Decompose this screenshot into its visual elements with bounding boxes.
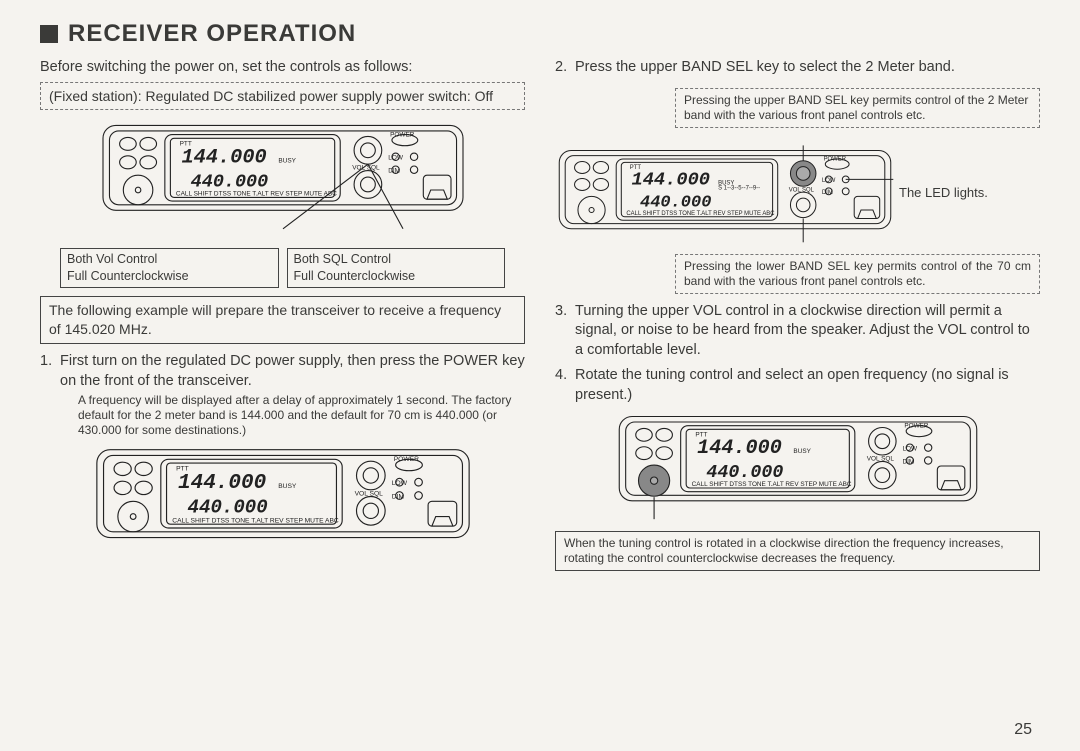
step4-text: Rotate the tuning control and select an … bbox=[575, 367, 1009, 403]
step2-text: Press the upper BAND SEL key to select t… bbox=[575, 59, 955, 75]
svg-text:144.000: 144.000 bbox=[178, 472, 266, 495]
vol-callout: Both Vol Control Full Counterclockwise bbox=[60, 248, 279, 288]
upper-band-annotation: Pressing the upper BAND SEL key permits … bbox=[675, 84, 1040, 136]
svg-text:CALL SHIFT DTSS TONE T: CALL SHIFT DTSS TONE T.ALT REV STEP MUTE… bbox=[691, 482, 851, 489]
svg-text:VOL SQL: VOL SQL bbox=[789, 187, 815, 193]
svg-text:LOW: LOW bbox=[388, 155, 404, 162]
svg-text:CALL SHIFT DTSS TONE T: CALL SHIFT DTSS TONE T.ALT REV STEP MUTE… bbox=[175, 191, 336, 198]
device-illustration-1: 144.000 440.000 PTT BUSY CALL SHIFT DTSS… bbox=[83, 118, 483, 238]
svg-text:VOL SQL: VOL SQL bbox=[352, 165, 380, 172]
step3-number: 3. bbox=[555, 302, 567, 322]
device-illustration-2: 144.000 440.000 PTT BUSY CALL SHIFT DTSS… bbox=[83, 444, 483, 549]
svg-text:BUSY: BUSY bbox=[793, 449, 811, 456]
led-note: The LED lights. bbox=[899, 184, 989, 202]
svg-text:DIM: DIM bbox=[388, 168, 400, 175]
page-title: RECEIVER OPERATION bbox=[68, 20, 356, 48]
step2-number: 2. bbox=[555, 58, 567, 78]
step1-number: 1. bbox=[40, 352, 52, 372]
device-illustration-4: 144.000 440.000 PTT BUSY CALL SHIFT DTSS… bbox=[598, 411, 998, 521]
svg-text:S 1--3--5--7--9--: S 1--3--5--7--9-- bbox=[718, 185, 760, 191]
svg-text:DIM: DIM bbox=[391, 494, 404, 501]
step4-number: 4. bbox=[555, 366, 567, 386]
sql-callout: Both SQL Control Full Counterclockwise bbox=[287, 248, 506, 288]
svg-text:440.000: 440.000 bbox=[187, 497, 267, 519]
example-note: The following example will prepare the t… bbox=[40, 296, 525, 344]
steps-list-left: 1. First turn on the regulated DC power … bbox=[40, 352, 525, 438]
svg-text:POWER: POWER bbox=[824, 156, 847, 162]
steps-list-right-2: 3. Turning the upper VOL control in a cl… bbox=[555, 302, 1040, 406]
svg-text:VOL SQL: VOL SQL bbox=[866, 456, 894, 463]
svg-text:BUSY: BUSY bbox=[278, 158, 296, 165]
svg-text:CALL SHIFT DTSS TONE T: CALL SHIFT DTSS TONE T.ALT REV STEP MUTE… bbox=[172, 517, 339, 524]
step1-subtext: A frequency will be displayed after a de… bbox=[78, 393, 525, 438]
svg-text:BUSY: BUSY bbox=[278, 483, 297, 490]
svg-text:POWER: POWER bbox=[393, 456, 418, 463]
svg-text:LOW: LOW bbox=[822, 178, 836, 184]
svg-text:144.000: 144.000 bbox=[632, 168, 711, 190]
svg-text:POWER: POWER bbox=[390, 132, 415, 139]
svg-text:PTT: PTT bbox=[176, 466, 189, 473]
page-title-row: RECEIVER OPERATION bbox=[40, 20, 1040, 48]
upper-band-note: Pressing the upper BAND SEL key permits … bbox=[675, 88, 1040, 128]
page-number: 25 bbox=[1014, 721, 1032, 739]
svg-text:PTT: PTT bbox=[179, 141, 191, 148]
svg-text:DIM: DIM bbox=[902, 459, 914, 466]
right-column: 2. Press the upper BAND SEL key to selec… bbox=[555, 58, 1040, 579]
intro-text: Before switching the power on, set the c… bbox=[40, 58, 525, 78]
svg-text:POWER: POWER bbox=[904, 423, 929, 430]
device3-row: 144.000 440.000 PTT BUSY S 1--3--5--7--9… bbox=[555, 136, 1040, 250]
title-bullet-square bbox=[40, 25, 58, 43]
svg-text:PTT: PTT bbox=[695, 432, 707, 439]
svg-text:VOL SQL: VOL SQL bbox=[354, 491, 383, 498]
svg-text:440.000: 440.000 bbox=[706, 462, 783, 483]
step1-text: First turn on the regulated DC power sup… bbox=[60, 353, 525, 389]
step3-text: Turning the upper VOL control in a clock… bbox=[575, 303, 1030, 358]
lower-band-note: Pressing the lower BAND SEL key permits … bbox=[675, 254, 1040, 294]
lcd-freq-bottom: 440.000 bbox=[190, 172, 268, 193]
svg-text:PTT: PTT bbox=[630, 165, 642, 171]
lcd-freq-top: 144.000 bbox=[181, 147, 266, 170]
steps-list-right: 2. Press the upper BAND SEL key to selec… bbox=[555, 58, 1040, 78]
svg-text:440.000: 440.000 bbox=[640, 193, 711, 212]
two-column-layout: Before switching the power on, set the c… bbox=[40, 58, 1040, 579]
svg-text:LOW: LOW bbox=[902, 446, 918, 453]
device-illustration-3: 144.000 440.000 PTT BUSY S 1--3--5--7--9… bbox=[555, 138, 895, 248]
tuning-note: When the tuning control is rotated in a … bbox=[555, 531, 1040, 571]
svg-text:LOW: LOW bbox=[391, 480, 407, 487]
svg-text:144.000: 144.000 bbox=[697, 438, 782, 461]
svg-text:CALL SHIFT DTSS TONE T: CALL SHIFT DTSS TONE T.ALT REV STEP MUTE… bbox=[626, 211, 775, 217]
left-column: Before switching the power on, set the c… bbox=[40, 58, 525, 579]
fixed-station-note: (Fixed station): Regulated DC stabilized… bbox=[40, 82, 525, 111]
knob-callouts: Both Vol Control Full Counterclockwise B… bbox=[60, 248, 505, 288]
svg-text:DIM: DIM bbox=[822, 189, 833, 195]
